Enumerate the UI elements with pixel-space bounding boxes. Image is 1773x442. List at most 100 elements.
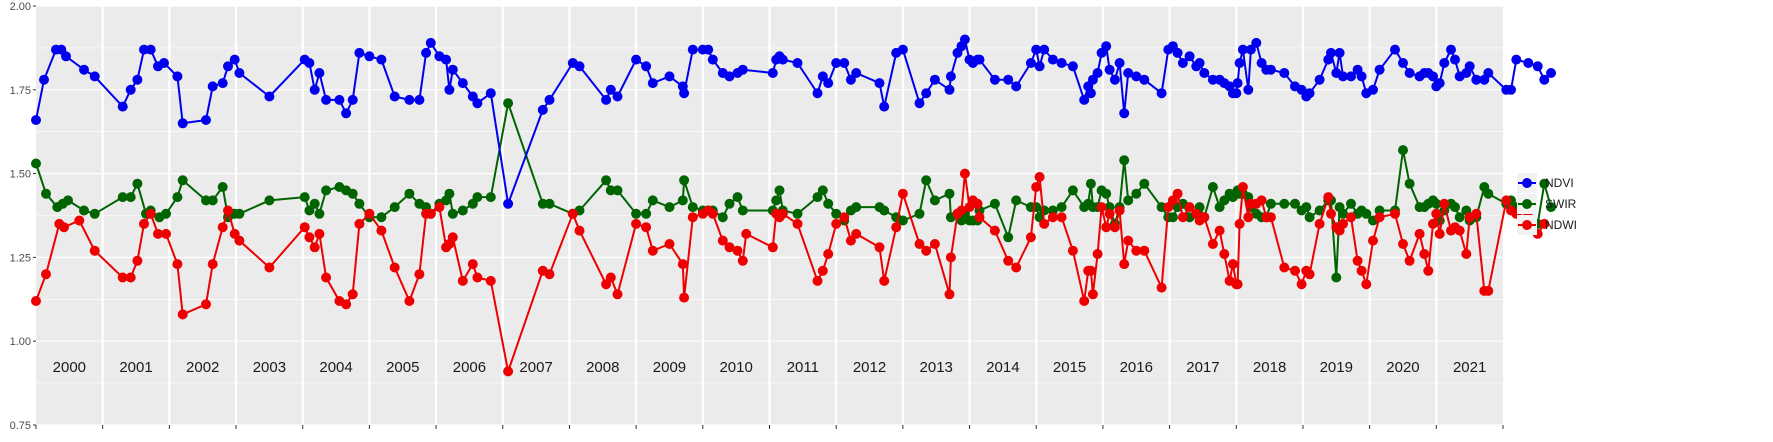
data-point-ndwi — [1207, 239, 1218, 249]
data-point-ndvi — [1532, 61, 1543, 72]
data-point-ndwi — [59, 222, 69, 233]
data-point-ndwi — [929, 239, 940, 249]
data-point-ndwi — [1398, 239, 1408, 249]
year-label: 2019 — [1320, 359, 1353, 376]
data-point-swir — [1056, 202, 1067, 213]
year-label: 2010 — [719, 359, 752, 376]
data-point-ndvi — [724, 71, 735, 82]
data-point-ndwi — [207, 259, 218, 270]
data-point-ndvi — [679, 88, 690, 99]
data-point-ndwi — [1434, 228, 1445, 239]
data-point-swir — [125, 192, 136, 203]
data-point-ndwi — [1356, 265, 1367, 276]
data-point-swir — [1338, 208, 1348, 219]
data-point-ndvi — [1539, 74, 1550, 85]
data-point-ndwi — [201, 299, 211, 310]
data-point-ndwi — [425, 208, 436, 219]
data-point-swir — [1119, 155, 1130, 166]
data-point-swir — [321, 185, 332, 196]
data-point-ndvi — [39, 74, 49, 85]
year-label: 2020 — [1386, 359, 1419, 376]
year-label: 2016 — [1120, 359, 1153, 376]
year-label: 2013 — [920, 359, 953, 376]
data-point-ndvi — [1039, 44, 1050, 55]
y-tick-label: 1.75 — [10, 85, 31, 97]
data-point-ndwi — [485, 275, 496, 286]
data-point-ndwi — [1177, 212, 1188, 223]
year-label: 2005 — [386, 359, 419, 376]
data-point-swir — [631, 208, 642, 219]
data-point-ndwi — [707, 208, 718, 219]
year-label: 2003 — [253, 359, 286, 376]
data-point-ndwi — [839, 212, 850, 223]
data-point-ndvi — [341, 108, 352, 119]
data-point-ndvi — [1199, 68, 1210, 78]
data-point-swir — [132, 178, 143, 189]
data-point-swir — [264, 195, 275, 206]
y-tick-label: 2.00 — [10, 1, 31, 13]
data-point-ndwi — [612, 289, 623, 300]
data-point-ndwi — [153, 228, 163, 239]
data-point-ndwi — [959, 168, 970, 179]
data-point-ndwi — [404, 296, 415, 306]
legend-item-swir: SWIR — [1517, 194, 1577, 214]
data-point-swir — [1219, 195, 1230, 206]
series-layer — [31, 34, 1556, 377]
data-point-ndvi — [1056, 58, 1067, 68]
data-point-swir — [79, 205, 89, 216]
year-labels: 2000 2001 2002 2003 2004 2005 2006 2007 2008 2009… — [53, 359, 1487, 376]
data-point-swir — [161, 208, 171, 219]
data-point-ndwi — [161, 228, 171, 239]
data-point-ndwi — [823, 249, 834, 259]
data-point-ndwi — [1114, 205, 1125, 216]
data-point-ndvi — [234, 68, 245, 78]
data-point-ndwi — [1323, 192, 1334, 203]
data-point-swir — [1304, 212, 1315, 223]
data-point-ndvi — [1131, 71, 1142, 82]
data-point-ndwi — [472, 272, 483, 283]
data-point-ndwi — [1156, 282, 1167, 293]
data-point-ndwi — [677, 259, 688, 270]
data-point-ndwi — [1326, 208, 1336, 219]
data-point-ndwi — [341, 299, 352, 310]
grid-lines — [36, 5, 1503, 426]
data-point-swir — [831, 208, 842, 219]
data-point-ndwi — [944, 289, 955, 300]
data-point-ndwi — [1471, 208, 1482, 219]
data-point-ndvi — [897, 44, 908, 55]
data-point-ndvi — [447, 64, 458, 75]
data-point-ndvi — [217, 78, 228, 89]
data-point-ndvi — [264, 91, 275, 102]
data-point-ndwi — [1131, 245, 1142, 256]
data-point-ndvi — [767, 68, 778, 78]
data-point-swir — [1265, 198, 1276, 209]
data-point-swir — [1085, 178, 1096, 189]
data-point-swir — [879, 205, 890, 216]
legend-item-ndvi: NDVI — [1517, 173, 1574, 193]
data-point-ndvi — [1439, 58, 1450, 68]
data-point-swir — [299, 192, 310, 203]
data-point-ndvi — [777, 54, 788, 65]
data-point-ndvi — [612, 91, 623, 102]
data-point-swir — [1003, 232, 1014, 243]
data-point-swir — [117, 192, 128, 203]
data-point-ndvi — [404, 94, 415, 105]
data-point-ndvi — [425, 37, 436, 48]
data-point-ndvi — [503, 198, 514, 209]
data-point-ndwi — [264, 262, 275, 273]
data-point-swir — [679, 175, 690, 186]
data-point-ndwi — [347, 289, 358, 300]
data-point-ndvi — [1177, 58, 1188, 68]
data-point-swir — [234, 208, 245, 219]
data-point-ndwi — [1256, 195, 1267, 206]
data-point-swir — [485, 192, 496, 203]
data-point-ndwi — [732, 245, 743, 256]
data-point-ndvi — [159, 58, 169, 68]
data-point-ndvi — [1079, 94, 1090, 105]
data-point-ndwi — [897, 188, 908, 199]
data-point-ndwi — [831, 218, 842, 229]
data-point-ndvi — [1428, 71, 1438, 82]
data-point-ndvi — [1031, 44, 1042, 55]
data-point-swir — [1167, 212, 1178, 223]
data-point-ndvi — [1390, 44, 1400, 55]
